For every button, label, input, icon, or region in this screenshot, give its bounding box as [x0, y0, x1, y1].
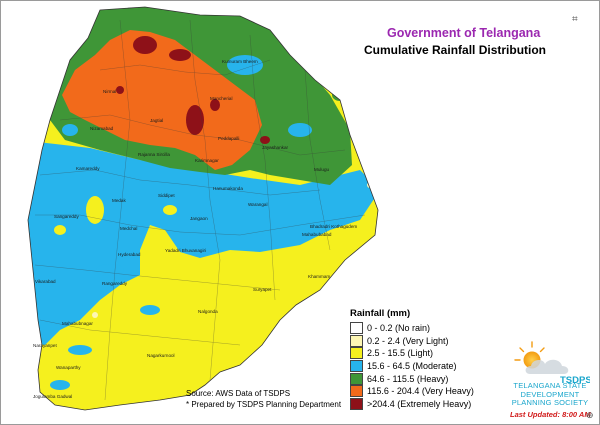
zone-very-heavy [62, 30, 262, 170]
label-medak: Medak [112, 198, 126, 203]
zone-very-light-patch-2 [92, 312, 98, 318]
tsdps-logo-text: TSDPS [560, 375, 590, 385]
district-labels: Kumuram Bheem Mancherial Jagtial Nirmal … [33, 59, 357, 399]
legend-row: >204.4 (Extremely Heavy) [350, 397, 474, 411]
label-wanaparthy: Wanaparthy [56, 365, 81, 370]
label-jangaon: Jangaon [190, 216, 208, 221]
zone-light-patch-3 [163, 205, 177, 215]
label-hanumakonda: Hanumakonda [213, 186, 243, 191]
legend-row: 115.6 - 204.4 (Very Heavy) [350, 385, 474, 398]
org-line-3: PLANNING SOCIETY [511, 398, 589, 407]
legend-label: 0.2 - 2.4 (Very Light) [367, 335, 449, 346]
legend-title: Rainfall (mm) [350, 308, 411, 319]
legend-swatch [350, 360, 363, 373]
label-medchal: Medchal [120, 226, 137, 231]
label-vikarabad: Vikarabad [35, 279, 56, 284]
legend-label: 2.5 - 15.5 (Light) [367, 348, 434, 359]
zone-extreme-6 [260, 136, 270, 144]
label-nagarkurnool: Nagarkurnool [147, 353, 175, 358]
label-narayanpet: Narayanpet [33, 343, 57, 348]
sun-cloud-logo-icon: TSDPS [514, 341, 590, 385]
zone-light-patch-1 [86, 196, 104, 224]
label-peddapalli: Peddapalli [218, 136, 239, 141]
prepared-by-line: * Prepared by TSDPS Planning Department [186, 399, 342, 409]
label-siddipet: Siddipet [158, 193, 175, 198]
zone-moderate-patch-1 [227, 55, 263, 75]
label-warangal: Warangal [248, 202, 268, 207]
legend-swatch [350, 385, 363, 398]
district-boundaries [34, 19, 366, 401]
zone-extreme-1 [133, 36, 157, 54]
zone-moderate-patch-3 [62, 124, 78, 136]
zone-moderate-patch-5 [68, 345, 92, 355]
org-line-1: TELANGANA STATE [513, 381, 587, 390]
zone-extreme-2 [169, 49, 191, 61]
label-kumuram-bheem: Kumuram Bheem [222, 59, 258, 64]
label-mahabubnagar: Mahabubnagar [62, 321, 93, 326]
label-rangareddy: Rangareddy [102, 281, 128, 286]
legend-swatch [350, 334, 363, 347]
qr-scan-icon: ⌗ [572, 14, 578, 25]
legend-swatch [350, 347, 363, 360]
label-bhadradri-kothagudem: Bhadradri Kothagudem [310, 224, 357, 229]
legend-label: >204.4 (Extremely Heavy) [367, 398, 472, 409]
label-khammam: Khammam [308, 274, 330, 279]
last-updated-label: Last Updated: 8:00 AM [510, 410, 591, 419]
label-nizamabad: Nizamabad [90, 126, 114, 131]
label-mulugu: Mulugu [314, 167, 330, 172]
map-title: Cumulative Rainfall Distribution [364, 43, 547, 57]
label-sangareddy: Sangareddy [54, 214, 79, 219]
government-title: Government of Telangana [387, 26, 541, 40]
label-jayashankar: Jayashankar [262, 145, 289, 150]
state-outline [27, 6, 379, 411]
label-mancherial: Mancherial [210, 96, 232, 101]
zone-heavy-patch-1 [332, 89, 348, 101]
legend-row: 15.6 - 64.5 (Moderate) [350, 360, 474, 373]
zone-extreme-4 [210, 99, 220, 111]
rainfall-legend: Rainfall (mm) 0 - 0.2 (No rain) 0.2 - 2.4… [350, 308, 474, 410]
organization-name: TELANGANA STATE DEVELOPMENT PLANNING SOC… [502, 381, 598, 408]
label-karimnagar: Karimnagar [195, 158, 219, 163]
legend-label: 15.6 - 64.5 (Moderate) [367, 361, 457, 372]
org-line-2: DEVELOPMENT [520, 389, 580, 399]
zone-moderate-patch-6 [50, 380, 70, 390]
zone-moderate [28, 140, 378, 345]
legend-swatch [350, 322, 363, 335]
label-yadadri: Yadadri Bhuvanagiri [165, 248, 206, 253]
label-nirmal: Nirmal [103, 89, 116, 94]
label-jagtial: Jagtial [150, 118, 163, 123]
label-rajanna-sircilla: Rajanna Sircilla [138, 152, 170, 157]
zone-moderate-patch-7 [140, 305, 160, 315]
label-hyderabad: Hyderabad [118, 252, 141, 257]
legend-swatch [350, 372, 363, 385]
label-jogulamba-gadwal: Jogulamba Gadwal [33, 394, 72, 399]
label-mahabubabad: Mahabubabad [302, 232, 332, 237]
source-line: Source: AWS Data of TSDPS [186, 389, 291, 398]
label-kamareddy: Kamareddy [76, 166, 100, 171]
zone-extreme-5 [116, 86, 124, 94]
label-nalgonda: Nalgonda [198, 309, 218, 314]
legend-row: 0.2 - 2.4 (Very Light) [350, 334, 474, 348]
source-note: Source: AWS Data of TSDPS * Prepared by … [186, 389, 341, 410]
label-suryapet: Suryapet [253, 287, 272, 292]
zone-moderate-patch-2 [288, 123, 312, 137]
legend-row: 2.5 - 15.5 (Light) [350, 347, 474, 360]
pin-icon: ⊕ [586, 410, 594, 420]
legend-swatch [350, 397, 363, 410]
legend-row: 64.6 - 115.5 (Heavy) [350, 372, 474, 385]
zone-light-patch-2 [54, 225, 66, 235]
legend-label: 64.6 - 115.5 (Heavy) [367, 373, 449, 384]
legend-label: 115.6 - 204.4 (Very Heavy) [367, 386, 474, 397]
legend-label: 0 - 0.2 (No rain) [367, 323, 431, 334]
zone-moderate-patch-4 [96, 264, 124, 276]
zone-extreme-3 [186, 105, 204, 135]
legend-row: 0 - 0.2 (No rain) [350, 322, 474, 335]
